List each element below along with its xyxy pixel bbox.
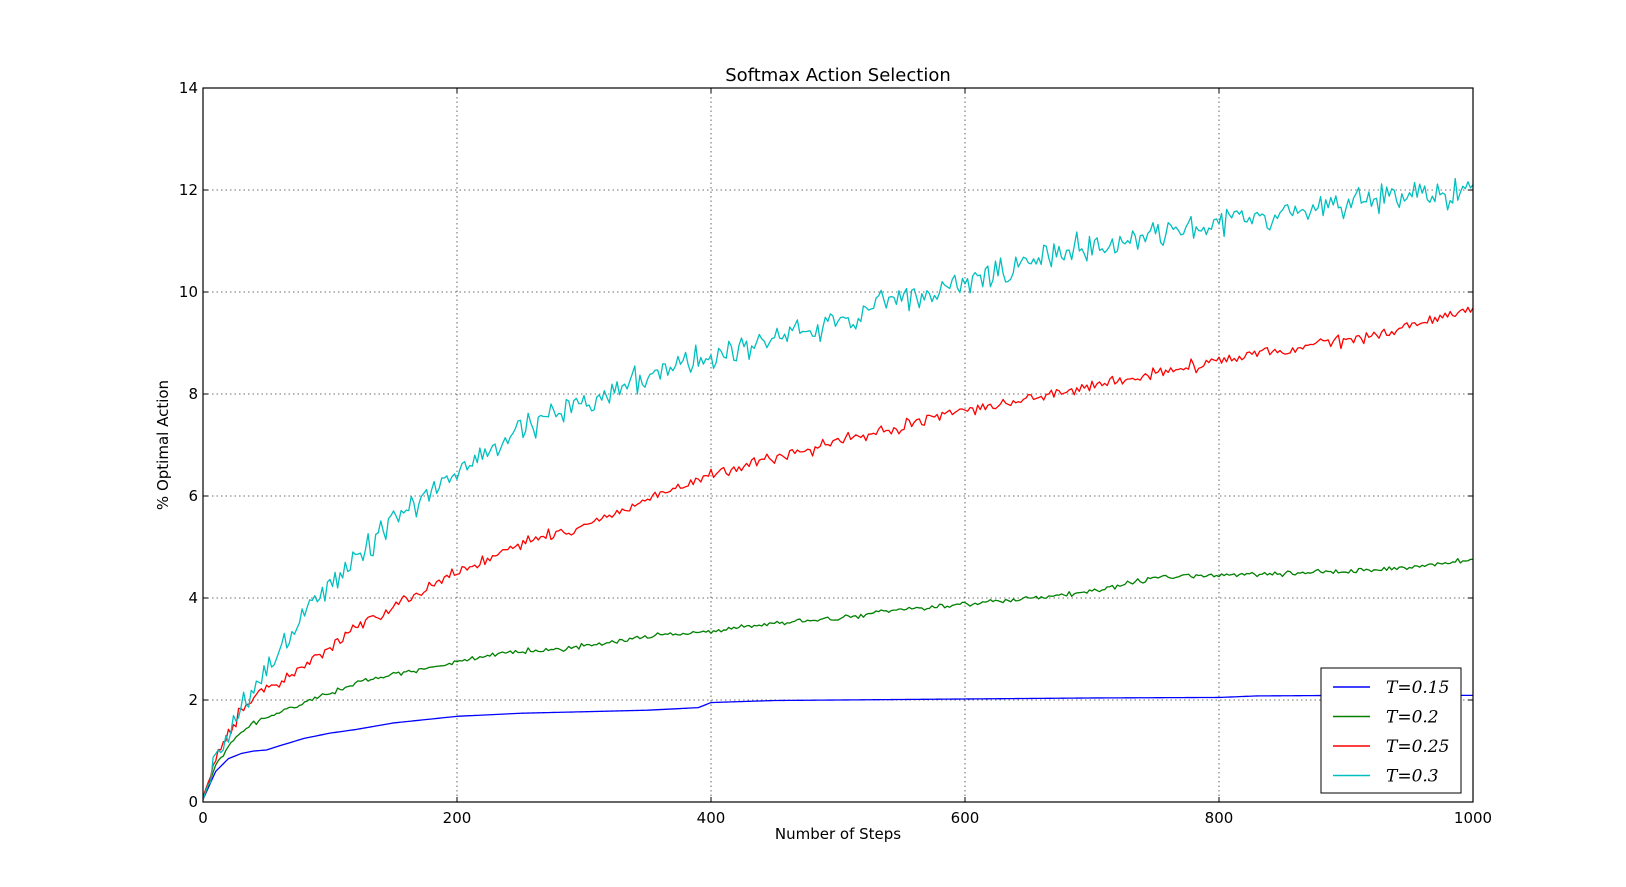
y-axis-title: % Optimal Action (154, 380, 172, 510)
x-tick-label: 200 (443, 809, 472, 827)
y-tick-label: 12 (179, 181, 198, 199)
x-tick-label: 600 (951, 809, 980, 827)
legend-label: T=0.3 (1386, 767, 1439, 787)
plot-frame (202, 87, 1474, 803)
series-line-1 (203, 557, 1473, 800)
legend-label: T=0.25 (1386, 737, 1449, 757)
y-tick-label: 0 (188, 793, 198, 811)
y-tick-label: 14 (179, 79, 198, 97)
x-tick-label: 1000 (1454, 809, 1492, 827)
legend: T=0.15 T=0.2 T=0.25 T=0.3 (1320, 667, 1462, 794)
y-tick-label: 4 (188, 589, 198, 607)
series-line-0 (203, 694, 1473, 800)
x-tick-label: 0 (198, 809, 208, 827)
y-tick-label: 8 (188, 385, 198, 403)
x-tick-label: 400 (697, 809, 726, 827)
y-tick-label: 10 (179, 283, 198, 301)
axis-ticks: 0 200 400 600 800 1000 0 2 4 6 8 10 12 14 (179, 79, 1492, 827)
series-line-2 (203, 306, 1473, 798)
series-line-3 (203, 177, 1473, 800)
legend-label: T=0.15 (1386, 678, 1449, 698)
x-tick-label: 800 (1205, 809, 1234, 827)
x-axis-title: Number of Steps (775, 825, 901, 843)
legend-box (1320, 667, 1462, 794)
legend-label: T=0.2 (1386, 708, 1439, 728)
y-tick-label: 6 (188, 487, 198, 505)
chart-title: Softmax Action Selection (725, 65, 951, 86)
series-lines (203, 177, 1473, 800)
y-tick-label: 2 (188, 691, 198, 709)
